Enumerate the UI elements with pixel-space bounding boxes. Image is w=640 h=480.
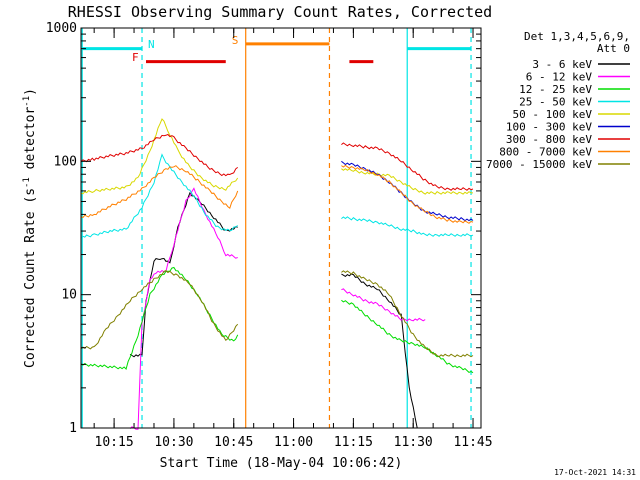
y-tick-label-10: 10 (61, 288, 77, 303)
series-2 (80, 266, 474, 374)
y-axis-label-main: Corrected Count Rate (s (23, 188, 38, 368)
series-1 (129, 187, 426, 430)
y-axis-label-sup2: -1 (22, 96, 32, 107)
legend-header-line1: Det 1,3,4,5,6,9, (524, 30, 630, 43)
series-line-6-1 (341, 142, 474, 191)
y-tick-label-1: 1 (69, 421, 77, 436)
x-tick-label-1030: 10:30 (154, 435, 193, 450)
legend-label-6: 300 - 800 keV (506, 133, 592, 146)
series-line-4-1 (341, 168, 473, 195)
series-4 (80, 118, 473, 195)
legend-label-7: 800 - 7000 keV (499, 146, 592, 159)
x-tick-label-1145: 11:45 (453, 435, 492, 450)
x-tick-label-1045: 10:45 (214, 435, 253, 450)
series-line-7-1 (341, 164, 474, 224)
series-line-2-1 (341, 299, 474, 374)
x-tick-label-1130: 11:30 (394, 435, 433, 450)
y-axis-label-sup1: -1 (22, 177, 32, 188)
series-line-4-0 (80, 118, 239, 195)
plot-area: NF S (80, 28, 474, 430)
series-7 (80, 164, 474, 224)
y-axis-label-end: ) (23, 88, 38, 96)
series-line-0-0 (129, 191, 238, 358)
legend-label-8: 7000 - 15000 keV (486, 158, 592, 171)
series-line-3-0 (80, 153, 238, 239)
footer-date: 17-Oct-2021 14:31 (554, 468, 636, 477)
plot-frame (80, 27, 482, 429)
series-8 (80, 270, 474, 358)
series-line-6-0 (80, 133, 238, 177)
series-0 (129, 191, 418, 429)
legend-label-1: 6 - 12 keV (526, 71, 593, 84)
x-tick-label-1100: 11:00 (274, 435, 313, 450)
y-tick-label-1000: 1000 (46, 21, 77, 36)
x-axis-label: Start Time (18-May-04 10:06:42) (160, 456, 403, 471)
series-6 (80, 133, 474, 191)
series-line-8-1 (341, 270, 474, 358)
series-line-7-0 (80, 165, 239, 219)
series-line-8-0 (80, 270, 239, 350)
series-line-0-1 (341, 273, 418, 429)
x-tick-label-1115: 11:15 (334, 435, 373, 450)
legend-label-3: 25 - 50 keV (519, 96, 592, 109)
x-tick-label-1015: 10:15 (95, 435, 134, 450)
flag-label-f: F (132, 51, 139, 64)
y-axis-label-mid: detector (23, 107, 38, 178)
chart-title: RHESSI Observing Summary Count Rates, Co… (68, 3, 492, 21)
axes: 1 10 100 1000 10:15 10:30 10:45 11:00 11:15 11:30… (46, 21, 493, 450)
series-line-2-0 (80, 266, 239, 370)
series-line-1-0 (129, 187, 238, 430)
flag-label-s: S (232, 34, 239, 47)
series-3 (80, 153, 474, 239)
legend-label-5: 100 - 300 keV (506, 121, 592, 134)
y-axis-label: Corrected Count Rate (s-1 detector-1) (22, 88, 38, 368)
flag-label-n: N (148, 38, 155, 51)
y-tick-label-100: 100 (54, 154, 77, 169)
legend-label-2: 12 - 25 keV (519, 83, 592, 96)
legend-header-line2: Att 0 (597, 42, 630, 55)
series-line-3-1 (341, 216, 474, 237)
series-line-1-1 (341, 288, 426, 322)
legend-label-4: 50 - 100 keV (513, 108, 593, 121)
legend-label-0: 3 - 6 keV (532, 58, 592, 71)
